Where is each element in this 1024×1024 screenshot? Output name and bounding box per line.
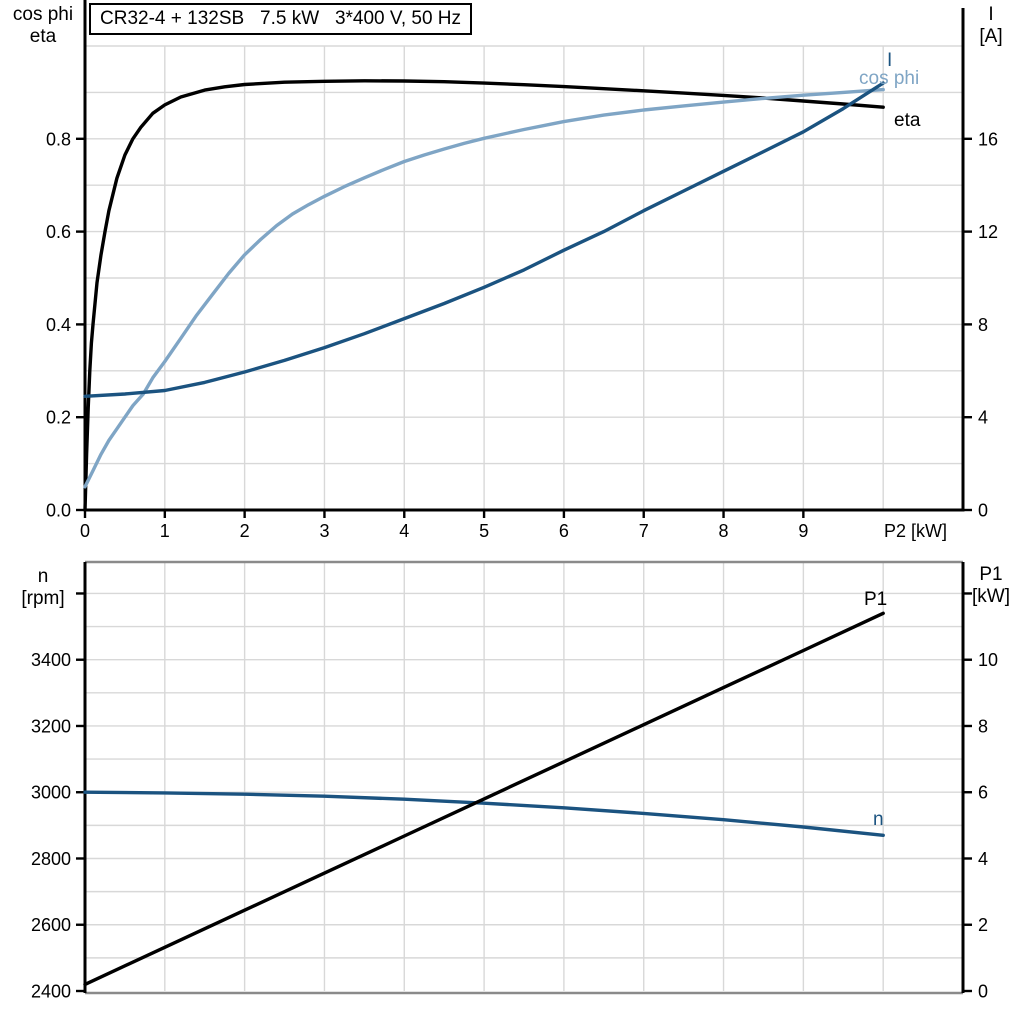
top-right-axis-title-current: I (988, 4, 994, 25)
series-current (83, 81, 885, 398)
series-speed (83, 790, 885, 837)
y-right-tick-label: 12 (978, 222, 998, 242)
y-left-tick-label: 3200 (31, 716, 71, 736)
bottom-right-axis-title-unit: [kW] (972, 586, 1010, 607)
x-tick-label: 5 (479, 521, 489, 541)
x-tick-label: 9 (798, 521, 808, 541)
y-right-tick-label: 16 (978, 129, 998, 149)
y-right-tick-label: 10 (978, 650, 998, 670)
x-tick-label: 4 (399, 521, 409, 541)
y-right-tick-label: 0 (978, 501, 988, 521)
bottom-left-axis-title-unit: [rpm] (21, 588, 65, 609)
y-left-tick-label: 0.2 (46, 408, 71, 428)
y-right-tick-label: 8 (978, 315, 988, 335)
y-left-tick-label: 0.8 (46, 129, 71, 149)
y-left-tick-label: 0.0 (46, 501, 71, 521)
curve-label-eta: eta (894, 110, 921, 131)
y-left-tick-label: 2400 (31, 982, 71, 1002)
curve-label-p1: P1 (864, 589, 888, 610)
y-left-tick-label: 2600 (31, 915, 71, 935)
y-right-tick-label: 4 (978, 408, 988, 428)
y-left-tick-label: 3000 (31, 783, 71, 803)
y-left-tick-label: 0.4 (46, 315, 71, 335)
curve-label-cos-phi: cos phi (859, 68, 920, 89)
curve-label-current: I (887, 50, 893, 71)
y-right-tick-label: 6 (978, 783, 988, 803)
top-right-axis-title-unit: [A] (979, 26, 1003, 47)
x-tick-label: 0 (80, 521, 90, 541)
x-axis-title: P2 [kW] (884, 521, 948, 541)
bottom-right-axis-title-p1: P1 (979, 564, 1003, 585)
chart-title-box: CR32-4 + 132SB 7.5 kW 3*400 V, 50 Hz (89, 3, 473, 35)
x-tick-label: 1 (160, 521, 170, 541)
y-right-tick-label: 4 (978, 849, 988, 869)
series-eta (83, 79, 885, 512)
x-tick-label: 7 (639, 521, 649, 541)
series-p1 (83, 611, 885, 987)
y-right-tick-label: 8 (978, 716, 988, 736)
x-tick-label: 3 (319, 521, 329, 541)
top-left-axis-title-eta: eta (29, 26, 57, 47)
bottom-left-axis-title-n: n (37, 566, 49, 587)
y-right-tick-label: 0 (978, 982, 988, 1002)
series-cos-phi (83, 87, 885, 489)
x-tick-label: 2 (240, 521, 250, 541)
x-tick-label: 6 (559, 521, 569, 541)
y-left-tick-label: 2800 (31, 849, 71, 869)
y-right-tick-label: 2 (978, 915, 988, 935)
x-tick-label: 8 (719, 521, 729, 541)
y-left-tick-label: 3400 (31, 650, 71, 670)
speed-power-chart: 2400 2600 2800 3000 3200 3400 0 2 4 6 8 10 (31, 560, 998, 1002)
curve-label-n: n (873, 809, 884, 830)
y-left-tick-label: 0.6 (46, 222, 71, 242)
top-left-axis-title-cos-phi: cos phi (12, 4, 74, 25)
